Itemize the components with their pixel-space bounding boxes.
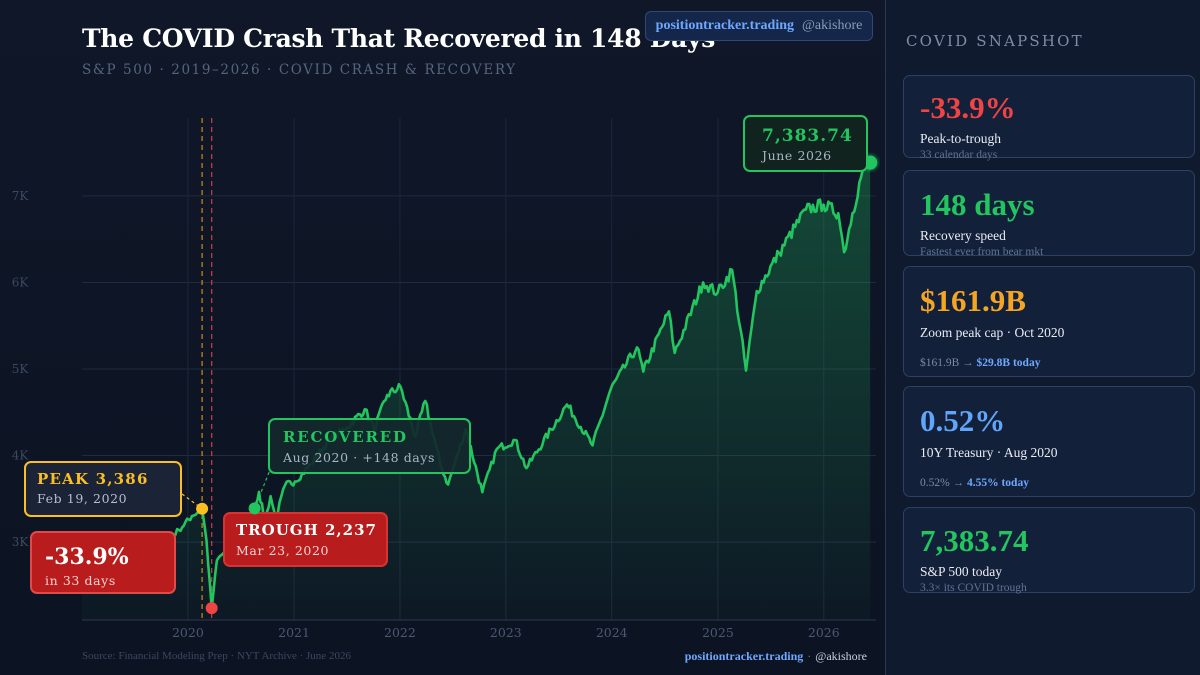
chart-panel: The COVID Crash That Recovered in 148 Da… xyxy=(0,0,885,675)
compare-to: $29.8B today xyxy=(976,357,1041,369)
footer-brand-separator: · xyxy=(807,649,812,663)
latest-sublabel: June 2026 xyxy=(760,148,832,163)
card-compare: $161.9B → $29.8B today xyxy=(920,357,1178,369)
trough-sublabel: Mar 23, 2020 xyxy=(236,543,329,558)
card-value: 7,383.74 xyxy=(920,523,1029,558)
y-tick-label: 5K xyxy=(12,362,30,376)
sidebar-title: COVID SNAPSHOT xyxy=(906,32,1084,50)
recovered-box xyxy=(268,418,471,474)
x-tick-label: 2023 xyxy=(490,625,522,640)
card-recovery: 148 days Recovery speed Fastest ever fro… xyxy=(903,170,1195,258)
source-note: Source: Financial Modeling Prep · NYT Ar… xyxy=(82,650,351,662)
footer-brand-site[interactable]: positiontracker.trading xyxy=(684,649,804,663)
trough-marker xyxy=(205,602,218,615)
recovered-marker xyxy=(248,502,261,515)
snapshot-sidebar: COVID SNAPSHOT -33.9% Peak-to-trough 33 … xyxy=(885,0,1200,675)
card-sp500: 7,383.74 S&P 500 today 3.3× its COVID tr… xyxy=(903,507,1195,594)
compare-to: 4.55% today xyxy=(966,477,1029,489)
card-sub: Fastest ever from bear mkt xyxy=(920,246,1044,258)
card-drawdown: -33.9% Peak-to-trough 33 calendar days xyxy=(903,75,1195,161)
card-label: Peak-to-trough xyxy=(920,131,1001,146)
card-sub: 3.3× its COVID trough xyxy=(920,582,1027,594)
trough-box xyxy=(223,512,388,567)
chart-subtitle: S&P 500 · 2019–2026 · COVID CRASH & RECO… xyxy=(82,62,517,78)
card-label: Recovery speed xyxy=(920,228,1006,243)
x-tick-label: 2026 xyxy=(808,625,840,640)
y-tick-label: 4K xyxy=(12,449,30,463)
x-tick-label: 2024 xyxy=(596,625,628,640)
card-value: 0.52% xyxy=(920,403,1006,438)
drawdown-sublabel: in 33 days xyxy=(45,573,116,588)
card-zoom: $161.9B Zoom peak cap · Oct 2020 $161.9B… xyxy=(903,266,1195,377)
card-value: 148 days xyxy=(920,187,1035,222)
x-tick-label: 2025 xyxy=(702,625,734,640)
x-tick-label: 2020 xyxy=(172,625,204,640)
y-tick-label: 6K xyxy=(12,275,30,289)
peak-marker xyxy=(196,502,209,515)
brand-site[interactable]: positiontracker.trading xyxy=(655,18,794,33)
card-label: S&P 500 today xyxy=(920,564,1003,579)
compare-from: $161.9B xyxy=(920,357,960,369)
card-compare: 0.52% → 4.55% today xyxy=(920,477,1178,489)
card-label: 10Y Treasury · Aug 2020 xyxy=(920,445,1058,460)
card-label: Zoom peak cap · Oct 2020 xyxy=(920,325,1065,340)
recovered-label: RECOVERED xyxy=(283,428,408,446)
brand-handle[interactable]: @akishore xyxy=(802,18,863,33)
area-fill xyxy=(82,162,871,620)
drawdown-box xyxy=(30,531,176,594)
brand-badge[interactable]: positiontracker.trading @akishore xyxy=(645,11,873,41)
y-tick-label: 3K xyxy=(12,535,30,549)
chart-title: The COVID Crash That Recovered in 148 Da… xyxy=(82,24,715,53)
x-tick-label: 2021 xyxy=(278,625,310,640)
recovered-leader-line xyxy=(254,469,271,509)
drawdown-label: -33.9% xyxy=(45,544,129,570)
line-chart: 2020 2021 2022 2023 2024 2025 2026 3K4K5K6K7K … xyxy=(12,115,878,640)
card-value: -33.9% xyxy=(920,90,1016,125)
card-value: $161.9B xyxy=(920,283,1026,318)
series-line xyxy=(81,161,872,610)
card-sub: 33 calendar days xyxy=(920,149,998,161)
trough-label: TROUGH 2,237 xyxy=(236,521,377,539)
peak-box xyxy=(24,461,182,517)
peak-sublabel: Feb 19, 2020 xyxy=(37,491,127,506)
recovered-sublabel: Aug 2020 · +148 days xyxy=(282,450,435,465)
latest-label: 7,383.74 xyxy=(762,126,853,146)
latest-box xyxy=(743,115,868,172)
card-treasury: 0.52% 10Y Treasury · Aug 2020 0.52% → 4.… xyxy=(903,386,1195,497)
y-tick-labels: 3K 4K 5K 6K 7K xyxy=(12,189,30,549)
x-tick-labels: 2020 2021 2022 2023 2024 2025 2026 xyxy=(172,625,840,640)
x-tick-label: 2022 xyxy=(384,625,416,640)
y-tick-label: 7K xyxy=(12,189,30,203)
peak-label: PEAK 3,386 xyxy=(37,470,149,488)
footer-brand-handle[interactable]: @akishore xyxy=(815,649,867,663)
footer-brand: positiontracker.trading · @akishore xyxy=(685,649,867,664)
compare-from: 0.52% xyxy=(920,477,950,489)
arrow-right-icon: → xyxy=(952,477,965,489)
arrow-right-icon: → xyxy=(962,357,974,369)
annotations: PEAK 3,386 Feb 19, 2020 TROUGH 2,237 Mar 23… xyxy=(24,115,878,615)
